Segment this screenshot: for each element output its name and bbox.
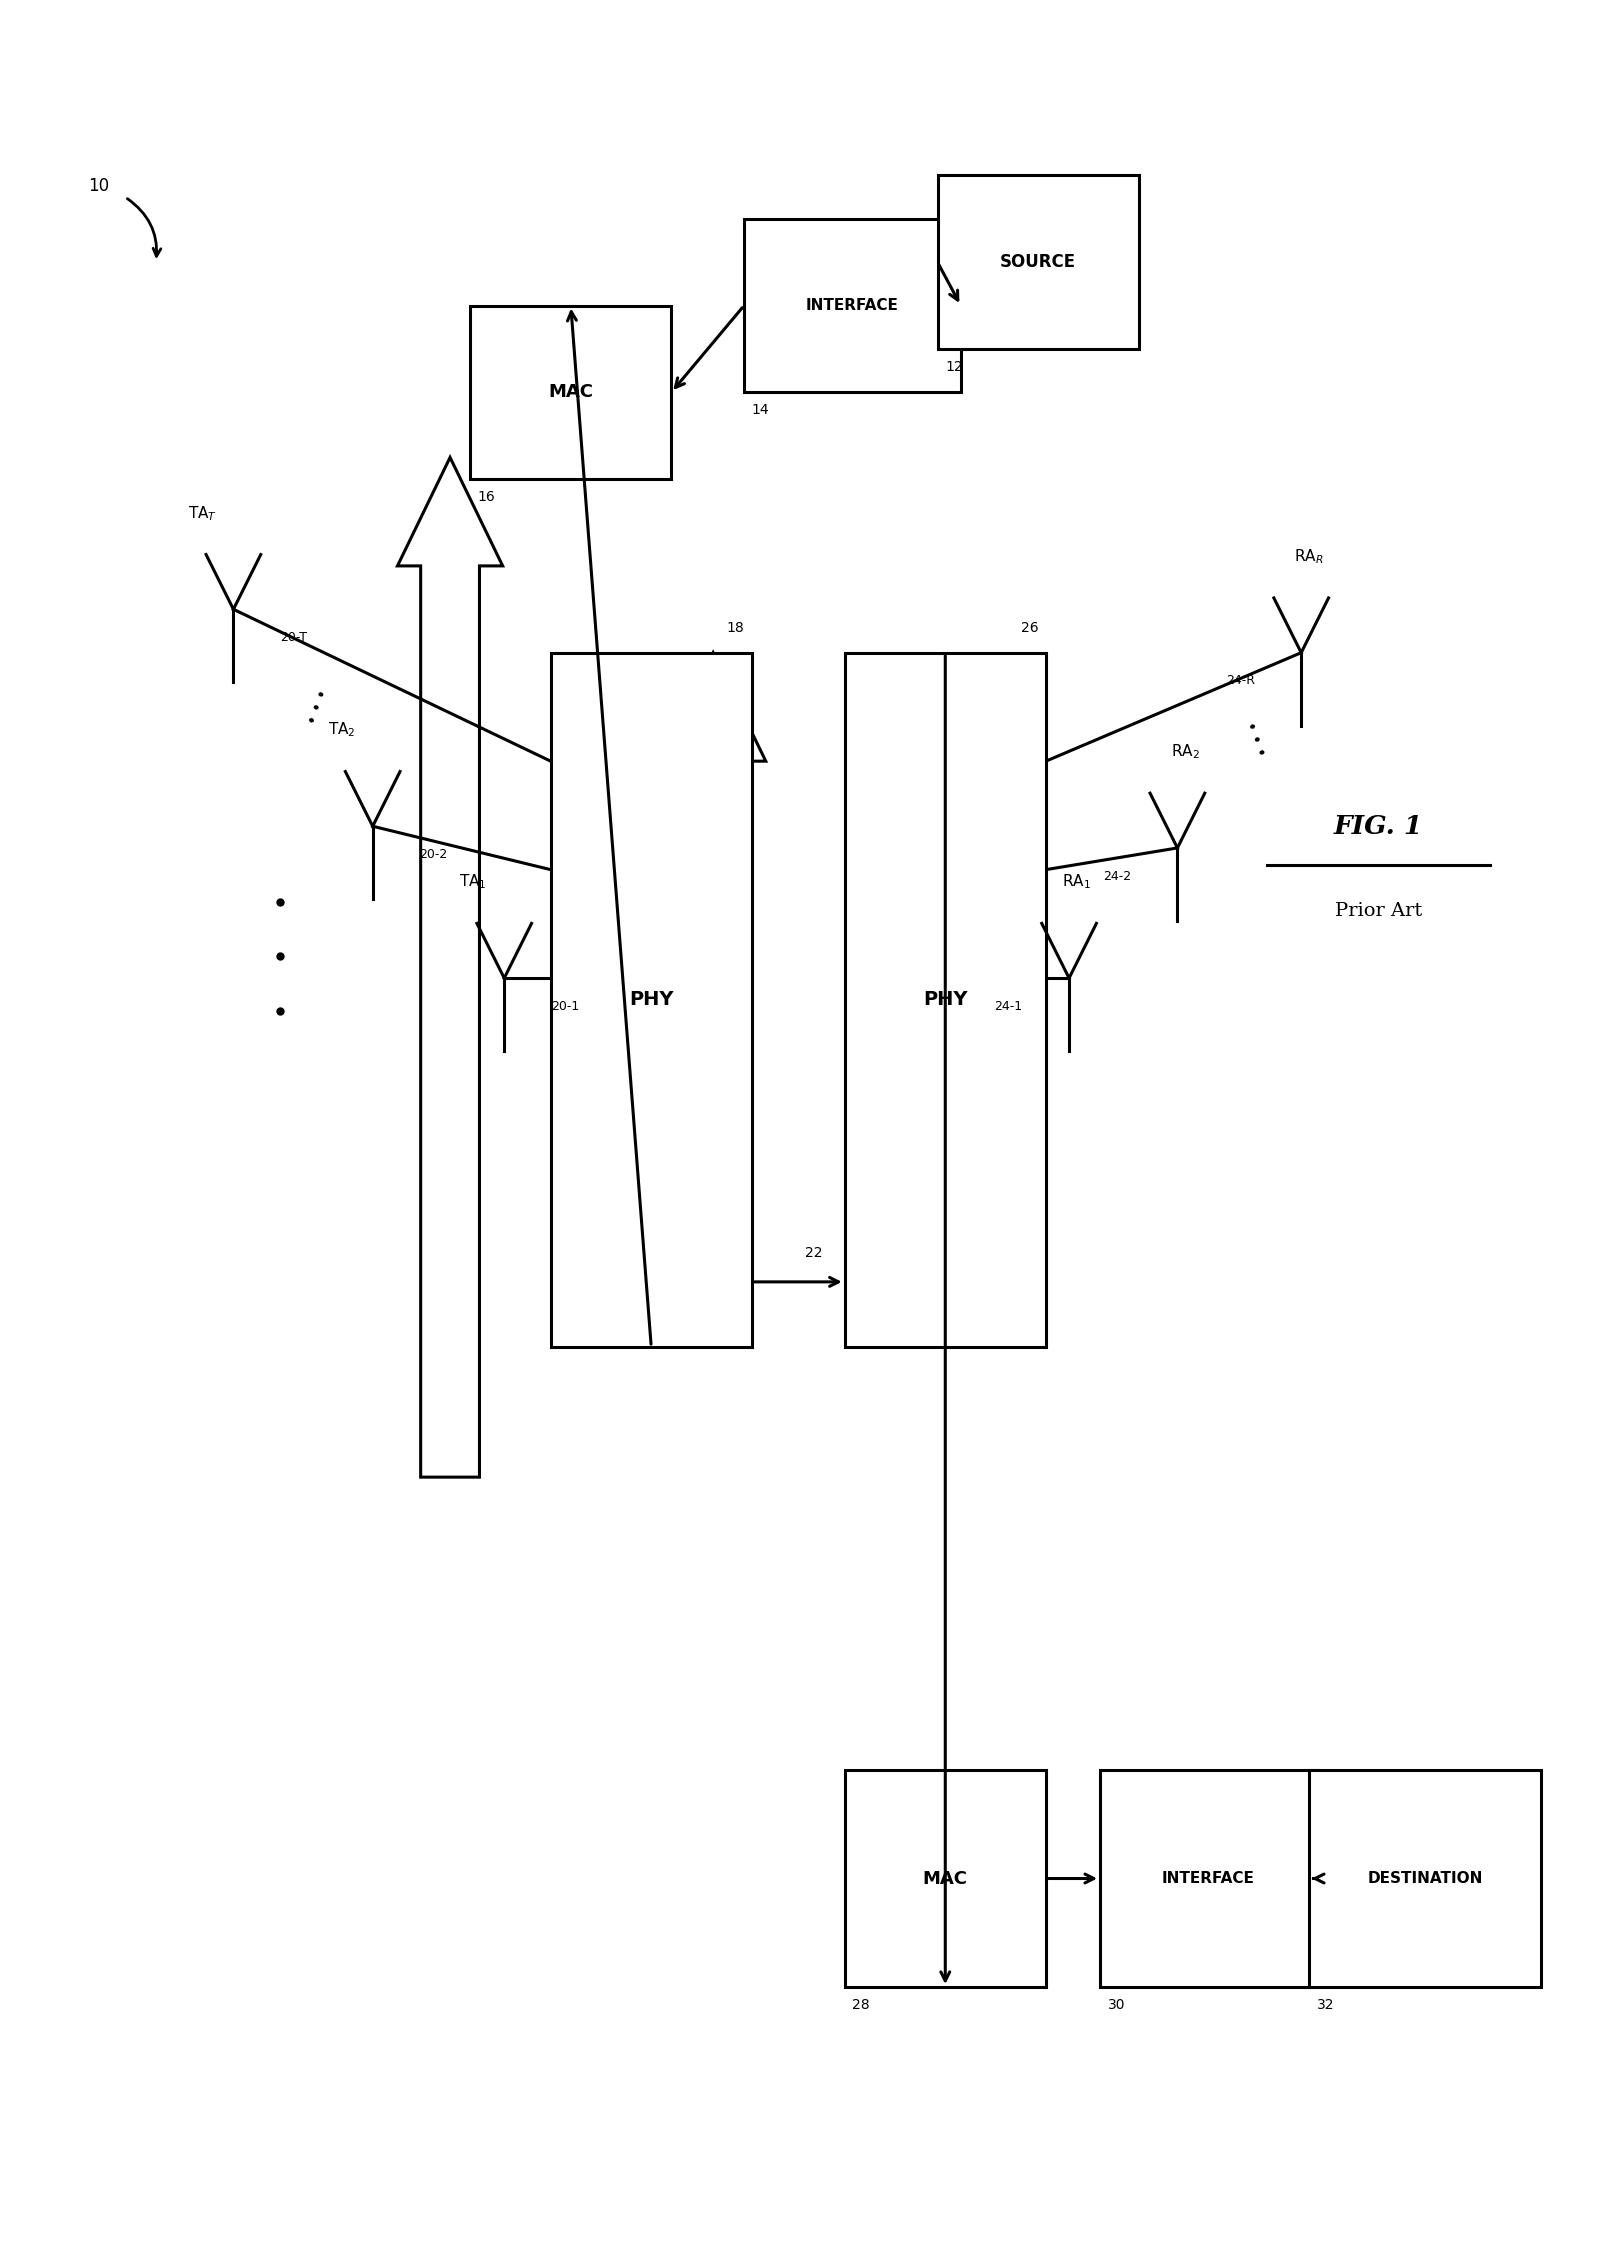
Text: MAC: MAC (922, 1869, 967, 1887)
Bar (845, 653, 1046, 1347)
Text: 10: 10 (89, 176, 110, 194)
Text: INTERFACE: INTERFACE (1162, 1871, 1254, 1887)
Text: PHY: PHY (629, 990, 674, 1010)
Text: 16: 16 (477, 490, 495, 504)
Text: DESTINATION: DESTINATION (1367, 1871, 1483, 1887)
Bar (845, 1770, 1046, 1987)
Text: TA$_2$: TA$_2$ (327, 721, 356, 739)
Text: TA$_T$: TA$_T$ (189, 504, 218, 522)
Text: 24-R: 24-R (1225, 673, 1254, 687)
Text: Prior Art: Prior Art (1335, 902, 1422, 920)
Bar (1309, 1770, 1541, 1987)
Text: 26: 26 (1020, 622, 1038, 635)
Text: 24-2: 24-2 (1103, 870, 1132, 884)
Bar (1099, 1770, 1317, 1987)
Text: 20-1: 20-1 (551, 999, 579, 1012)
Bar (471, 305, 671, 479)
Text: 24-1: 24-1 (995, 999, 1022, 1012)
Text: 22: 22 (804, 1245, 822, 1261)
Text: RA$_2$: RA$_2$ (1170, 744, 1199, 762)
Text: 20-T: 20-T (280, 631, 306, 644)
Text: 18: 18 (727, 622, 745, 635)
Text: • • •: • • • (305, 687, 332, 725)
Text: INTERFACE: INTERFACE (806, 298, 899, 314)
Text: SOURCE: SOURCE (999, 253, 1077, 271)
Text: 20-2: 20-2 (419, 848, 448, 861)
Text: 14: 14 (751, 402, 769, 418)
Text: PHY: PHY (924, 990, 967, 1010)
Text: RA$_R$: RA$_R$ (1294, 547, 1323, 565)
Bar (938, 176, 1138, 348)
Text: 30: 30 (1107, 1998, 1125, 2011)
Text: RA$_1$: RA$_1$ (1062, 872, 1091, 890)
Text: 32: 32 (1317, 1998, 1335, 2011)
Polygon shape (661, 653, 766, 1304)
Bar (551, 653, 751, 1347)
Text: 28: 28 (853, 1998, 870, 2011)
Text: 12: 12 (945, 359, 962, 373)
Bar (745, 219, 961, 393)
Text: TA$_1$: TA$_1$ (459, 872, 487, 890)
Text: MAC: MAC (548, 384, 593, 402)
Text: • • •: • • • (1241, 721, 1269, 759)
Text: FIG. 1: FIG. 1 (1335, 814, 1423, 838)
Polygon shape (398, 457, 503, 1478)
